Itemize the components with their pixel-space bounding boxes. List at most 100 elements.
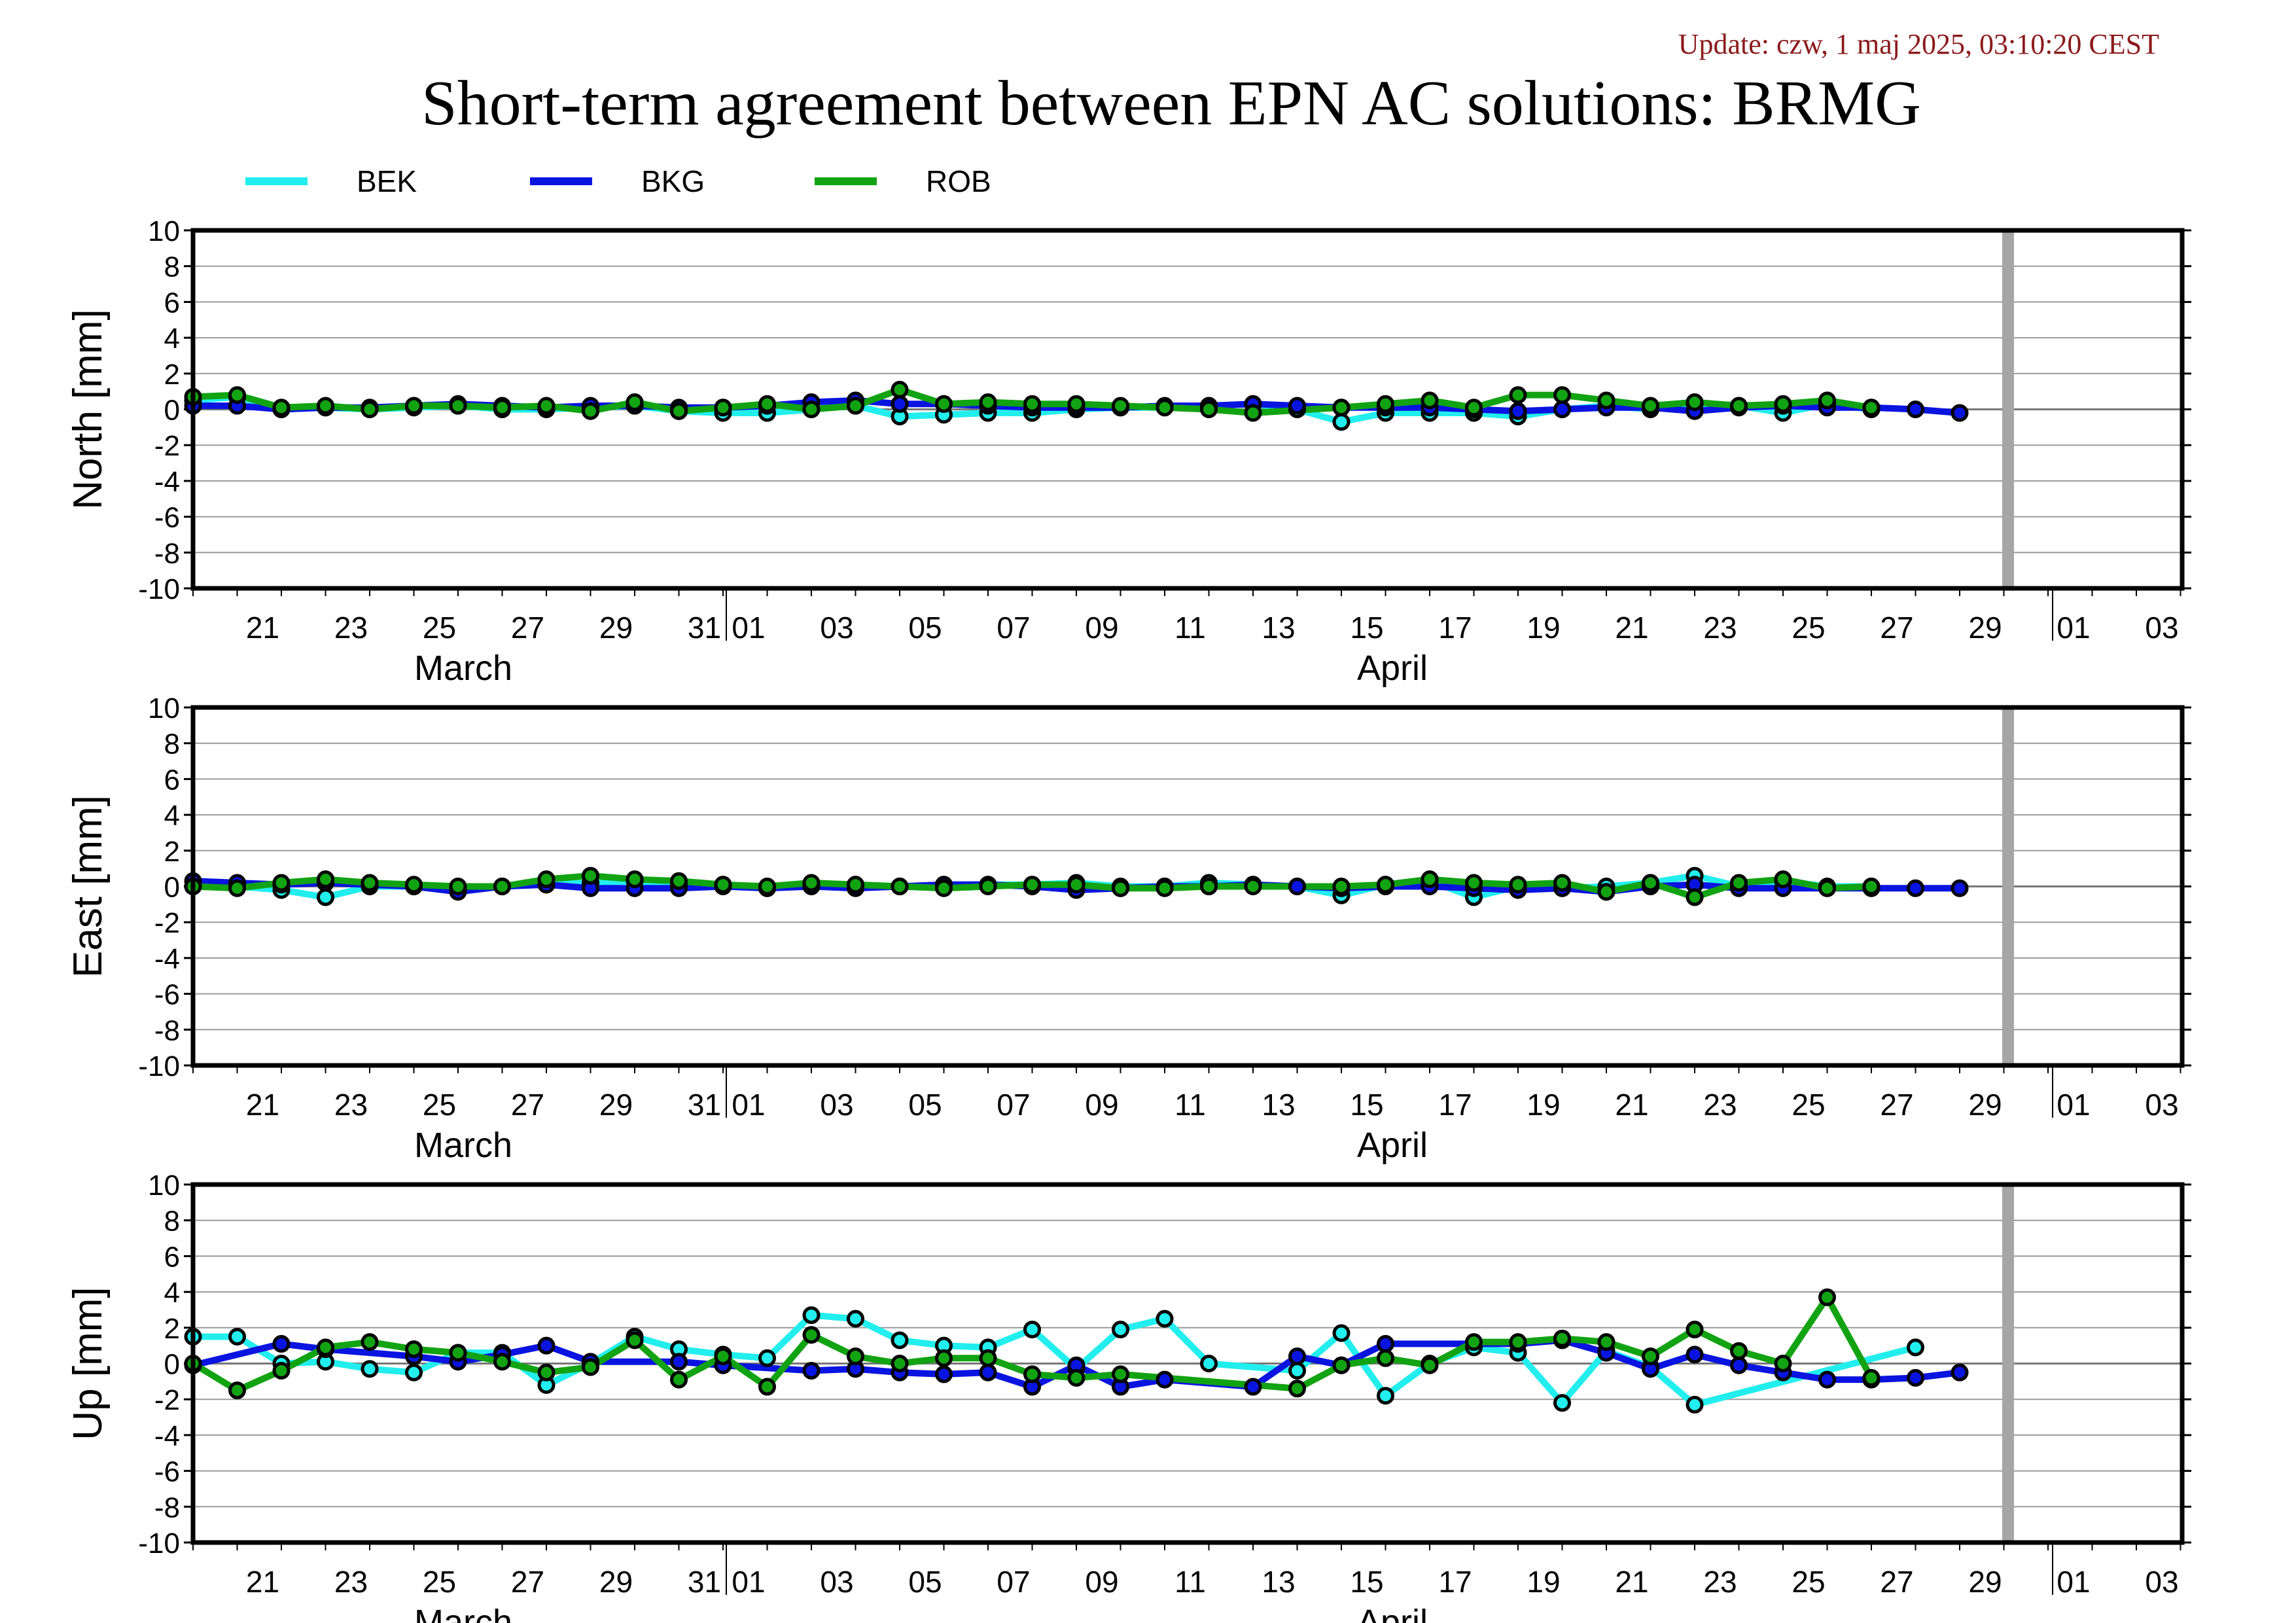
data-point-bkg	[1553, 401, 1571, 418]
data-point-rob	[405, 1340, 423, 1359]
x-tick-label: 11	[1174, 611, 1206, 645]
data-point-rob	[891, 878, 909, 895]
x-tick-label: 05	[908, 1565, 942, 1599]
x-tick-label: 17	[1438, 1088, 1472, 1122]
x-tick-label: 23	[334, 1565, 368, 1599]
x-tick-label: 25	[1792, 1565, 1825, 1599]
data-point-rob	[935, 879, 953, 897]
data-point-rob	[1156, 399, 1174, 417]
data-point-rob	[1642, 1347, 1659, 1366]
data-point-rob	[1244, 878, 1262, 895]
update-timestamp: Update: czw, 1 maj 2025, 03:10:20 CEST	[1678, 28, 2159, 60]
x-tick-label: 21	[1615, 1565, 1648, 1599]
data-point-rob	[1067, 1368, 1086, 1387]
data-point-rob	[449, 878, 467, 895]
data-point-rob	[1774, 870, 1792, 889]
data-point-rob	[891, 380, 909, 399]
month-label: March	[414, 649, 512, 688]
data-point-rob	[361, 401, 379, 418]
x-tick-label: 31	[688, 611, 721, 645]
data-point-rob	[361, 1333, 379, 1351]
data-point-bkg	[1951, 404, 1969, 422]
x-tick-label: 11	[1174, 1565, 1206, 1599]
data-point-rob	[1421, 1356, 1439, 1374]
data-point-rob	[272, 399, 291, 417]
x-tick-label: 15	[1350, 1565, 1383, 1599]
data-point-bkg	[1244, 1378, 1262, 1396]
data-point-rob	[272, 874, 291, 892]
data-point-rob	[1332, 399, 1351, 417]
data-point-rob	[1421, 391, 1439, 410]
data-point-rob	[228, 879, 246, 897]
data-point-rob	[847, 397, 864, 415]
data-point-bkg	[1156, 1370, 1174, 1389]
legend-label-bkg: BKG	[641, 164, 705, 198]
data-point-rob	[1377, 876, 1394, 894]
data-point-rob	[1112, 879, 1129, 897]
plot-frame	[190, 705, 2185, 1068]
data-point-bek	[1332, 1324, 1351, 1342]
x-tick-label: 01	[732, 611, 765, 645]
legend-label-rob: ROB	[926, 164, 991, 198]
x-tick-label: 23	[1703, 611, 1737, 645]
x-tick-label: 05	[908, 611, 942, 645]
y-tick-label: 8	[164, 1205, 180, 1238]
x-tick-label: 07	[997, 611, 1030, 645]
data-point-rob	[317, 397, 334, 415]
month-label: April	[1357, 1603, 1428, 1623]
data-point-rob	[272, 1361, 291, 1380]
y-tick-label: 0	[164, 1349, 180, 1381]
data-point-rob	[802, 1326, 821, 1344]
data-point-rob	[626, 393, 644, 412]
data-point-rob	[493, 1353, 511, 1371]
data-point-rob	[847, 876, 864, 894]
data-point-rob	[979, 1349, 997, 1367]
data-point-bkg	[802, 1361, 821, 1380]
data-point-bek	[405, 1363, 423, 1382]
data-point-bek	[1686, 1395, 1704, 1414]
y-tick-label: 4	[164, 323, 180, 355]
y-tick-label: -10	[138, 1527, 180, 1560]
y-tick-label: -8	[154, 1014, 180, 1046]
x-tick-label: 31	[688, 1088, 721, 1122]
y-tick-label: -10	[138, 1050, 180, 1082]
x-tick-label: 03	[2145, 1088, 2178, 1122]
x-tick-label: 03	[2145, 611, 2178, 645]
data-point-rob	[1818, 879, 1836, 897]
data-point-bkg	[1288, 1347, 1306, 1366]
data-point-rob	[1553, 874, 1571, 892]
data-point-rob	[1597, 883, 1616, 901]
data-point-bek	[1377, 1387, 1394, 1405]
x-tick-label: 01	[732, 1088, 765, 1122]
x-tick-label: 25	[1792, 611, 1825, 645]
x-tick-label: 27	[1880, 611, 1913, 645]
data-point-bkg	[1951, 1363, 1969, 1382]
y-tick-label: 10	[148, 1169, 180, 1202]
legend: BEK BKG ROB	[245, 164, 991, 198]
plot-frame	[190, 228, 2185, 591]
data-point-rob	[714, 399, 732, 417]
x-tick-label: 25	[1792, 1088, 1825, 1122]
data-point-rob	[1067, 876, 1086, 894]
data-point-rob	[1200, 878, 1218, 895]
data-point-rob	[714, 876, 732, 894]
data-point-rob	[670, 1370, 688, 1389]
data-point-rob	[405, 397, 423, 415]
x-tick-label: 21	[246, 1088, 279, 1122]
data-point-rob	[1642, 397, 1659, 415]
x-tick-label: 27	[511, 611, 544, 645]
data-point-bkg	[891, 395, 909, 413]
data-point-rob	[1774, 395, 1792, 413]
x-tick-label: 27	[1880, 1088, 1913, 1122]
data-point-rob	[1862, 399, 1881, 417]
x-tick-label: 29	[599, 1088, 633, 1122]
data-point-bkg	[272, 1334, 291, 1353]
data-point-rob	[582, 1358, 599, 1376]
x-tick-label: 27	[511, 1565, 544, 1599]
x-tick-label: 17	[1438, 1565, 1472, 1599]
data-point-rob	[802, 401, 821, 418]
data-point-rob	[1597, 1333, 1616, 1351]
data-point-rob	[1332, 878, 1351, 895]
data-point-rob	[449, 1344, 467, 1362]
x-tick-label: 23	[1703, 1565, 1737, 1599]
